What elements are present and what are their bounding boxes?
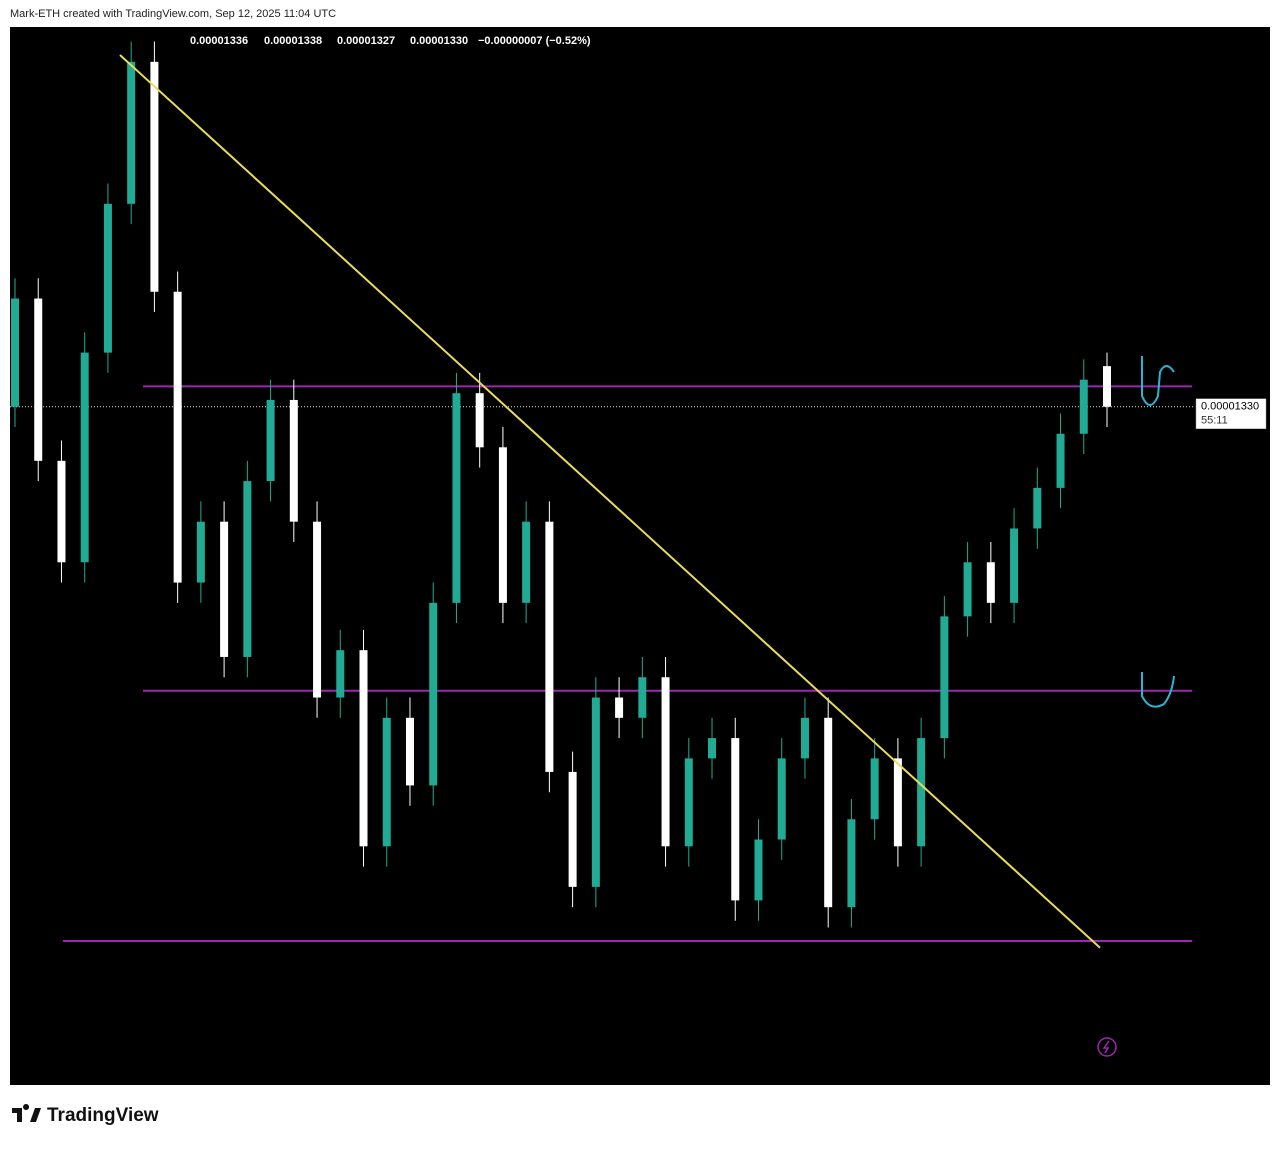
candle-body: [870, 758, 879, 820]
alert-icon[interactable]: [1097, 1037, 1117, 1057]
candle-body: [382, 717, 391, 847]
candle-body: [754, 839, 763, 901]
candle-body: [963, 562, 972, 617]
candle-body: [475, 393, 484, 448]
candle-body: [847, 819, 856, 908]
candle-body: [11, 298, 19, 407]
brand: TradingView: [47, 1105, 159, 1126]
candle-body: [359, 650, 368, 847]
scribble: [1141, 672, 1175, 708]
candle-body: [777, 758, 786, 840]
candle-body: [103, 203, 112, 353]
candle-body: [824, 717, 833, 908]
candle-body: [498, 447, 507, 603]
candle-body: [986, 562, 995, 603]
alert-icon-bolt: [1102, 1040, 1110, 1054]
logo: [12, 1104, 41, 1122]
candle-body: [893, 758, 902, 847]
candle-body: [800, 717, 809, 759]
readout-change: −0.00000007 (−0.52%): [478, 35, 591, 47]
readout-high: 0.00001338: [264, 35, 322, 47]
candle-body: [731, 738, 740, 901]
candle-body: [684, 758, 693, 847]
scribble: [1141, 356, 1175, 406]
candle-body: [150, 61, 159, 292]
candle-body: [1056, 433, 1065, 488]
candle-body: [34, 298, 43, 461]
readout-low: 0.00001327: [337, 35, 395, 47]
candle-body: [452, 393, 461, 603]
candle-body: [545, 521, 554, 772]
price-label-box: [1195, 398, 1267, 429]
candle-body: [568, 771, 577, 887]
candle-body: [1010, 528, 1019, 603]
readout-open: 0.00001336: [190, 35, 248, 47]
trendline: [119, 54, 1101, 949]
candle-body: [336, 650, 345, 698]
candle-body: [289, 399, 298, 522]
candle-body: [591, 697, 600, 887]
candle-body: [1033, 487, 1042, 529]
candle-body: [708, 738, 717, 759]
countdown: 55:11: [1201, 415, 1228, 427]
price-label: 0.00001330: [1201, 401, 1259, 413]
candle-body: [220, 521, 229, 657]
candle-body: [173, 291, 182, 583]
candle-body: [522, 521, 531, 603]
candle-body: [405, 717, 414, 786]
candle-body: [615, 697, 624, 718]
candle-body: [1103, 366, 1111, 407]
header: Mark-ETH created with TradingView.com, S…: [10, 8, 336, 20]
candle-body: [266, 399, 275, 482]
candle-body: [243, 481, 252, 657]
candle-body: [661, 677, 670, 847]
candle-body: [127, 61, 136, 204]
candle-body: [313, 521, 322, 698]
candle-body: [80, 352, 89, 563]
readout-close: 0.00001330: [410, 35, 468, 47]
candle-body: [638, 677, 647, 718]
candle-body: [917, 738, 926, 847]
chart-pane: [10, 27, 1270, 1085]
candle-body: [940, 616, 949, 739]
candle-body: [1079, 379, 1088, 434]
candle-body: [429, 602, 438, 786]
plot: 0.00001330 55:11: [10, 41, 1267, 949]
candle-body: [196, 521, 205, 583]
candle-body: [57, 460, 66, 563]
